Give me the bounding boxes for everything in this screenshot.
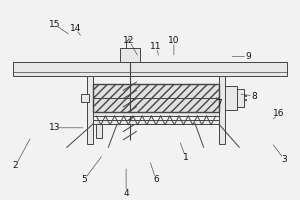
Text: 9: 9 (246, 52, 251, 61)
Bar (93, 98, 219, 112)
Bar (96, 124, 102, 138)
Text: 16: 16 (273, 109, 284, 118)
Bar (225, 86, 237, 110)
Text: 4: 4 (123, 189, 129, 198)
Text: 8: 8 (252, 92, 257, 101)
Text: 1: 1 (183, 153, 189, 162)
Text: 14: 14 (70, 24, 81, 33)
Text: 2: 2 (13, 161, 18, 170)
Text: 5: 5 (81, 175, 87, 184)
Text: 15: 15 (49, 20, 60, 29)
Text: 10: 10 (168, 36, 180, 45)
Bar (81, 94, 89, 102)
Text: 3: 3 (281, 155, 287, 164)
Text: 13: 13 (49, 123, 60, 132)
Text: 12: 12 (123, 36, 135, 45)
Bar (93, 84, 219, 112)
Bar (120, 48, 140, 62)
Bar (93, 84, 219, 98)
Bar (93, 112, 219, 116)
Text: 7: 7 (216, 99, 222, 108)
Text: 6: 6 (153, 175, 159, 184)
Text: 11: 11 (150, 42, 162, 51)
Bar (219, 76, 225, 144)
Bar (13, 62, 287, 76)
Bar (237, 89, 244, 107)
Bar (93, 120, 219, 124)
Bar (87, 76, 93, 144)
